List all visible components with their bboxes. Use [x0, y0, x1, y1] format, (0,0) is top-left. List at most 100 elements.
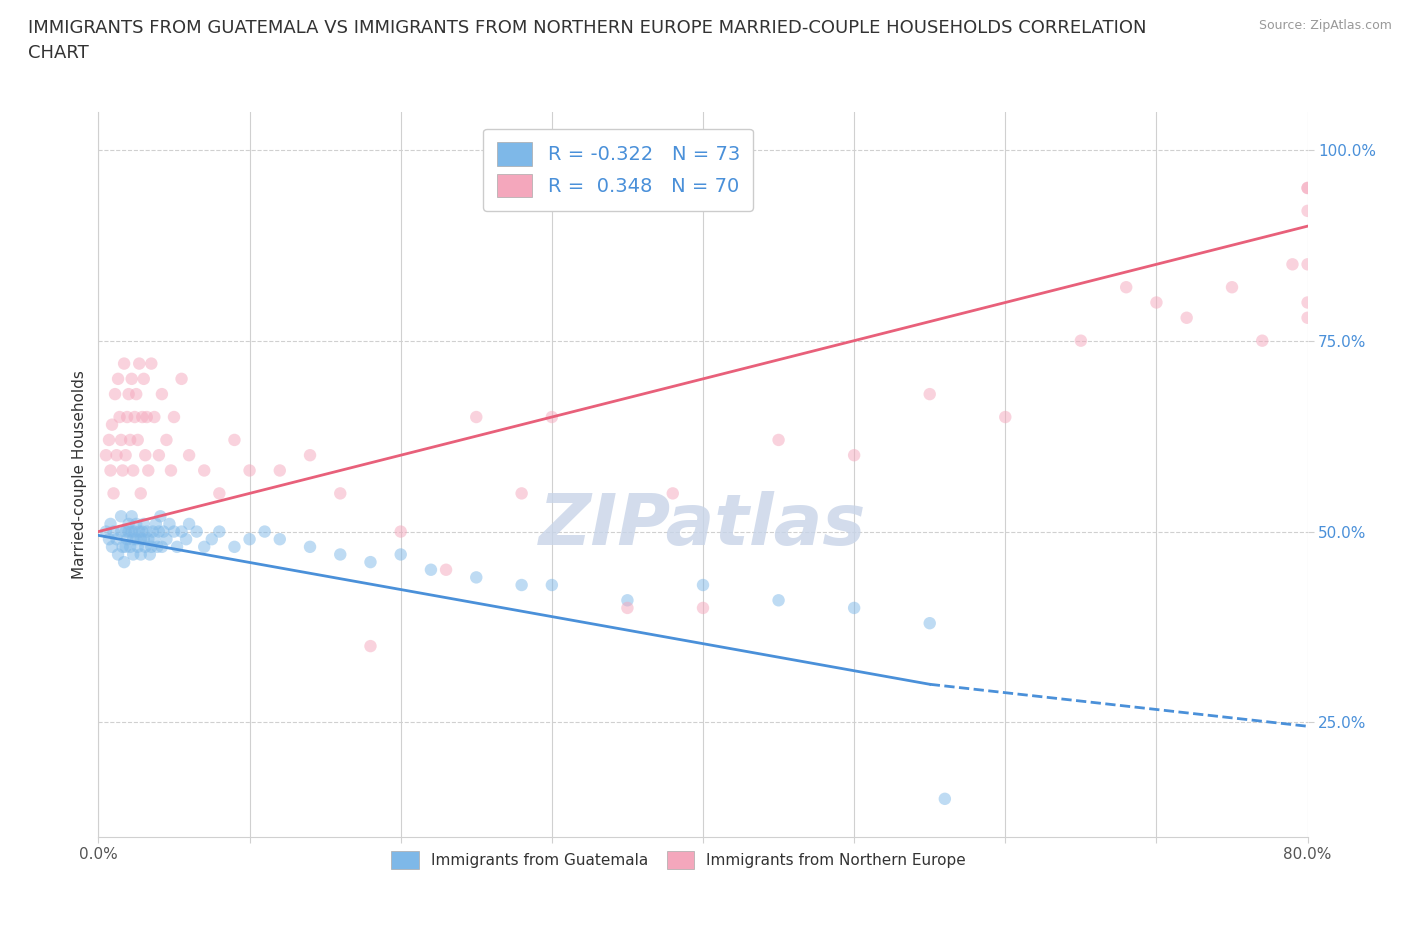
Point [115, 532, 138, 547]
Point [121, 525, 143, 539]
Point [94, 447, 117, 462]
Point [540, 409, 562, 424]
Point [224, 539, 246, 554]
Point [143, 409, 166, 424]
Point [1281, 257, 1303, 272]
Point [118, 516, 141, 531]
Point [128, 525, 150, 539]
Point [105, 447, 128, 462]
Point [135, 409, 157, 424]
Point [125, 516, 148, 531]
Point [101, 539, 124, 554]
Point [136, 532, 159, 547]
Point [1296, 204, 1319, 219]
Point [115, 409, 138, 424]
Point [389, 547, 412, 562]
Point [1296, 311, 1319, 325]
Point [132, 516, 155, 531]
Point [118, 387, 141, 402]
Point [918, 616, 941, 631]
Point [163, 409, 186, 424]
Point [661, 486, 683, 501]
Point [768, 592, 790, 607]
Point [122, 532, 145, 547]
Point [434, 563, 457, 578]
Point [159, 516, 181, 531]
Point [540, 578, 562, 592]
Point [193, 463, 215, 478]
Point [179, 516, 201, 531]
Point [163, 525, 186, 539]
Point [143, 532, 166, 547]
Text: ZIPatlas: ZIPatlas [540, 491, 866, 560]
Point [692, 578, 714, 592]
Point [1220, 280, 1243, 295]
Point [329, 486, 352, 501]
Point [148, 447, 170, 462]
Point [420, 563, 443, 578]
Point [101, 418, 124, 432]
Point [139, 547, 162, 562]
Point [269, 463, 291, 478]
Point [224, 432, 246, 447]
Point [269, 532, 291, 547]
Point [360, 639, 382, 654]
Point [103, 525, 125, 539]
Point [174, 532, 197, 547]
Point [110, 432, 132, 447]
Point [155, 432, 177, 447]
Point [122, 463, 145, 478]
Point [149, 509, 172, 524]
Point [299, 539, 322, 554]
Point [186, 525, 208, 539]
Point [768, 432, 790, 447]
Point [104, 387, 127, 402]
Point [131, 525, 153, 539]
Point [107, 547, 129, 562]
Point [124, 409, 146, 424]
Point [146, 539, 169, 554]
Point [360, 554, 382, 569]
Text: Source: ZipAtlas.com: Source: ZipAtlas.com [1258, 19, 1392, 32]
Point [148, 525, 170, 539]
Point [179, 447, 201, 462]
Point [253, 525, 276, 539]
Point [110, 509, 132, 524]
Point [132, 532, 155, 547]
Point [121, 509, 143, 524]
Point [239, 532, 262, 547]
Point [125, 532, 148, 547]
Point [1175, 311, 1198, 325]
Point [389, 525, 412, 539]
Point [134, 539, 156, 554]
Point [132, 371, 155, 386]
Point [125, 387, 148, 402]
Point [111, 463, 134, 478]
Point [134, 447, 156, 462]
Point [150, 387, 173, 402]
Point [1296, 257, 1319, 272]
Point [118, 525, 141, 539]
Y-axis label: Married-couple Households: Married-couple Households [72, 370, 87, 578]
Point [112, 554, 135, 569]
Point [114, 539, 136, 554]
Text: IMMIGRANTS FROM GUATEMALA VS IMMIGRANTS FROM NORTHERN EUROPE MARRIED-COUPLE HOUS: IMMIGRANTS FROM GUATEMALA VS IMMIGRANTS … [28, 19, 1147, 61]
Point [1296, 180, 1319, 195]
Point [465, 570, 488, 585]
Point [170, 371, 193, 386]
Point [918, 387, 941, 402]
Point [692, 601, 714, 616]
Point [98, 532, 121, 547]
Point [299, 447, 322, 462]
Point [111, 539, 134, 554]
Point [844, 447, 866, 462]
Point [239, 463, 262, 478]
Legend: Immigrants from Guatemala, Immigrants from Northern Europe: Immigrants from Guatemala, Immigrants fr… [381, 840, 977, 880]
Point [105, 532, 128, 547]
Point [155, 532, 177, 547]
Point [208, 486, 231, 501]
Point [1115, 280, 1137, 295]
Point [94, 525, 117, 539]
Point [112, 356, 135, 371]
Point [145, 516, 167, 531]
